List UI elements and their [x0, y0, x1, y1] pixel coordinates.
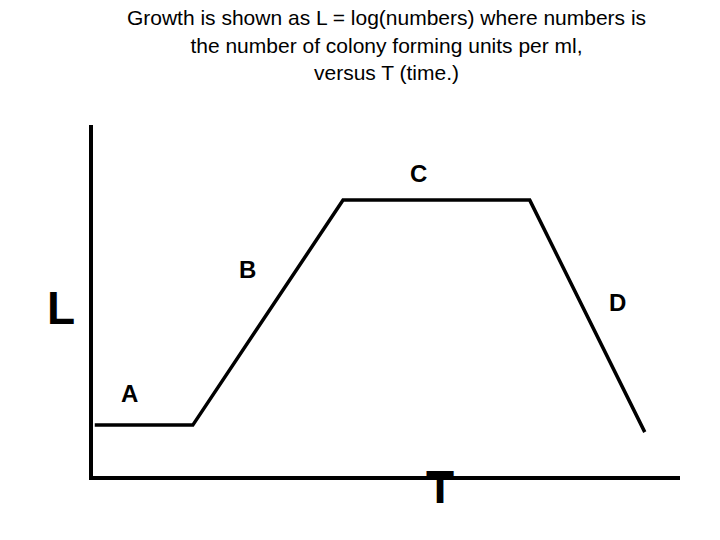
svg-text:B: B: [239, 256, 256, 283]
svg-text:C: C: [410, 160, 427, 187]
svg-text:A: A: [121, 380, 138, 407]
svg-text:Growth is shown as L = log(num: Growth is shown as L = log(numbers) wher…: [127, 6, 646, 84]
svg-text:L: L: [47, 282, 75, 334]
svg-text:D: D: [609, 289, 626, 316]
svg-text:T: T: [426, 461, 454, 513]
